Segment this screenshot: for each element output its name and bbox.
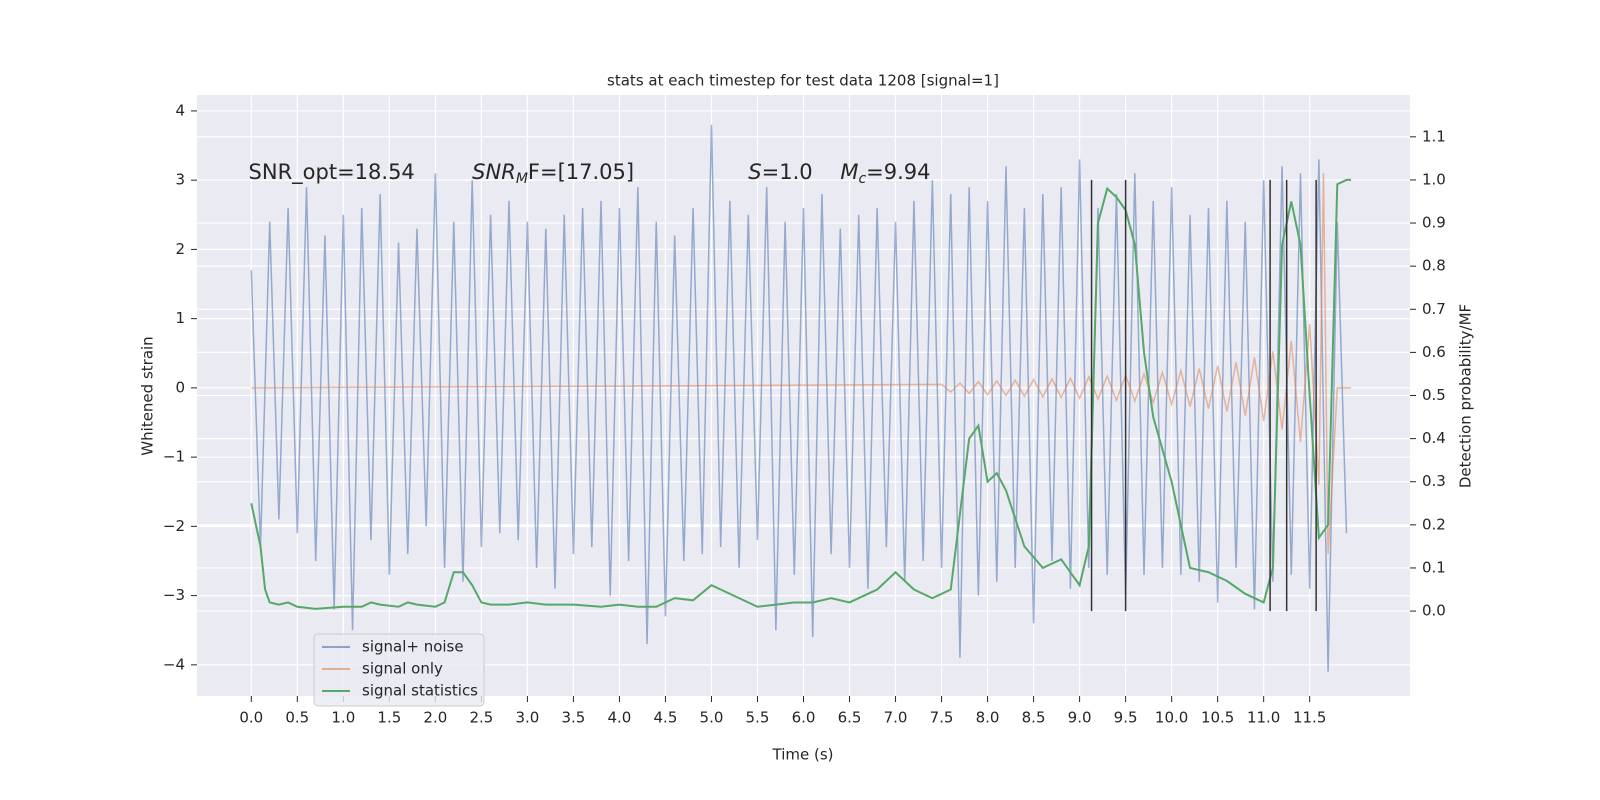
legend-box (313, 633, 485, 707)
x-tick-label: 3.5 (561, 709, 585, 727)
x-tick-label: 3.0 (515, 709, 539, 727)
x-tick-label: 6.5 (838, 709, 862, 727)
annotation-rest: =9.94 (866, 160, 930, 184)
y2-tick-label: 0.2 (1422, 515, 1446, 533)
y2-tick-label: 0.3 (1422, 472, 1446, 490)
x-tick-label: 9.5 (1114, 709, 1138, 727)
y-tick-label: −2 (163, 517, 185, 535)
chart-title: stats at each timestep for test data 120… (607, 72, 999, 90)
y-tick-label: 2 (175, 240, 185, 258)
x-tick-label: 11.0 (1247, 709, 1280, 727)
y-tick-label: 1 (175, 309, 185, 327)
y2-tick-label: 0.6 (1422, 343, 1446, 361)
annotation: S=1.0 (748, 160, 812, 184)
y-tick-label: 3 (175, 171, 185, 189)
x-tick-label: 8.5 (1022, 709, 1046, 727)
y-tick-label: −1 (163, 448, 185, 466)
y2-tick-label: 0.7 (1422, 300, 1446, 318)
x-tick-label: 7.0 (884, 709, 908, 727)
legend-label: signal statistics (362, 682, 478, 700)
y2-tick-label: 1.0 (1422, 170, 1446, 188)
y2-tick-label: 0.4 (1422, 429, 1446, 447)
y2-tick-label: 0.1 (1422, 558, 1446, 576)
x-tick-label: 5.0 (700, 709, 724, 727)
y2-tick-label: 0.0 (1422, 602, 1446, 620)
x-tick-label: 7.5 (930, 709, 954, 727)
y-tick-label: 0 (175, 378, 185, 396)
legend-label: signal+ noise (362, 638, 464, 656)
x-tick-label: 4.5 (654, 709, 678, 727)
x-tick-label: 2.5 (469, 709, 493, 727)
x-axis-label: Time (s) (772, 746, 834, 764)
annotation-rest: =1.0 (762, 160, 813, 184)
x-tick-label: 0.0 (239, 709, 263, 727)
x-tick-label: 1.0 (331, 709, 355, 727)
y2-tick-label: 0.5 (1422, 386, 1446, 404)
x-tick-label: 6.0 (792, 709, 816, 727)
x-tick-label: 0.5 (285, 709, 309, 727)
annotation-sub: M (516, 171, 528, 187)
y2-tick-label: 0.8 (1422, 257, 1446, 275)
series-line (250, 124, 1348, 672)
y2-tick-label: 0.9 (1422, 214, 1446, 232)
x-tick-label: 10.5 (1201, 709, 1234, 727)
annotation: SNRMF=[17.05] (472, 160, 634, 187)
y-tick-label: −4 (163, 655, 185, 673)
x-tick-label: 4.0 (608, 709, 632, 727)
annotation-sub: c (858, 171, 866, 187)
x-tick-label: 5.5 (746, 709, 770, 727)
y2-axis-label: Detection probability/MF (1457, 304, 1475, 488)
legend-label: signal only (362, 660, 443, 678)
x-tick-label: 10.0 (1155, 709, 1188, 727)
annotation-text: S (748, 160, 761, 184)
annotation-text: M (840, 160, 858, 184)
annotation: SNR_opt=18.54 (249, 160, 415, 185)
annotation-text: SNR (472, 160, 516, 184)
annotation-rest: F=[17.05] (528, 160, 634, 184)
y-tick-label: 4 (175, 101, 185, 119)
x-tick-label: 1.5 (377, 709, 401, 727)
series-line (250, 178, 1352, 610)
y2-tick-label: 1.1 (1422, 127, 1446, 145)
x-tick-label: 9.0 (1068, 709, 1092, 727)
x-tick-label: 11.5 (1293, 709, 1326, 727)
series-line (251, 173, 1352, 555)
x-tick-label: 2.0 (423, 709, 447, 727)
x-tick-label: 8.0 (976, 709, 1000, 727)
y-axis-label: Whitened strain (139, 336, 157, 455)
y-tick-label: −3 (163, 586, 185, 604)
annotation: Mc=9.94 (840, 160, 930, 187)
annotation-text: SNR_opt=18.54 (249, 160, 415, 185)
legend: signal+ noise signal only signal statistic… (313, 633, 485, 707)
